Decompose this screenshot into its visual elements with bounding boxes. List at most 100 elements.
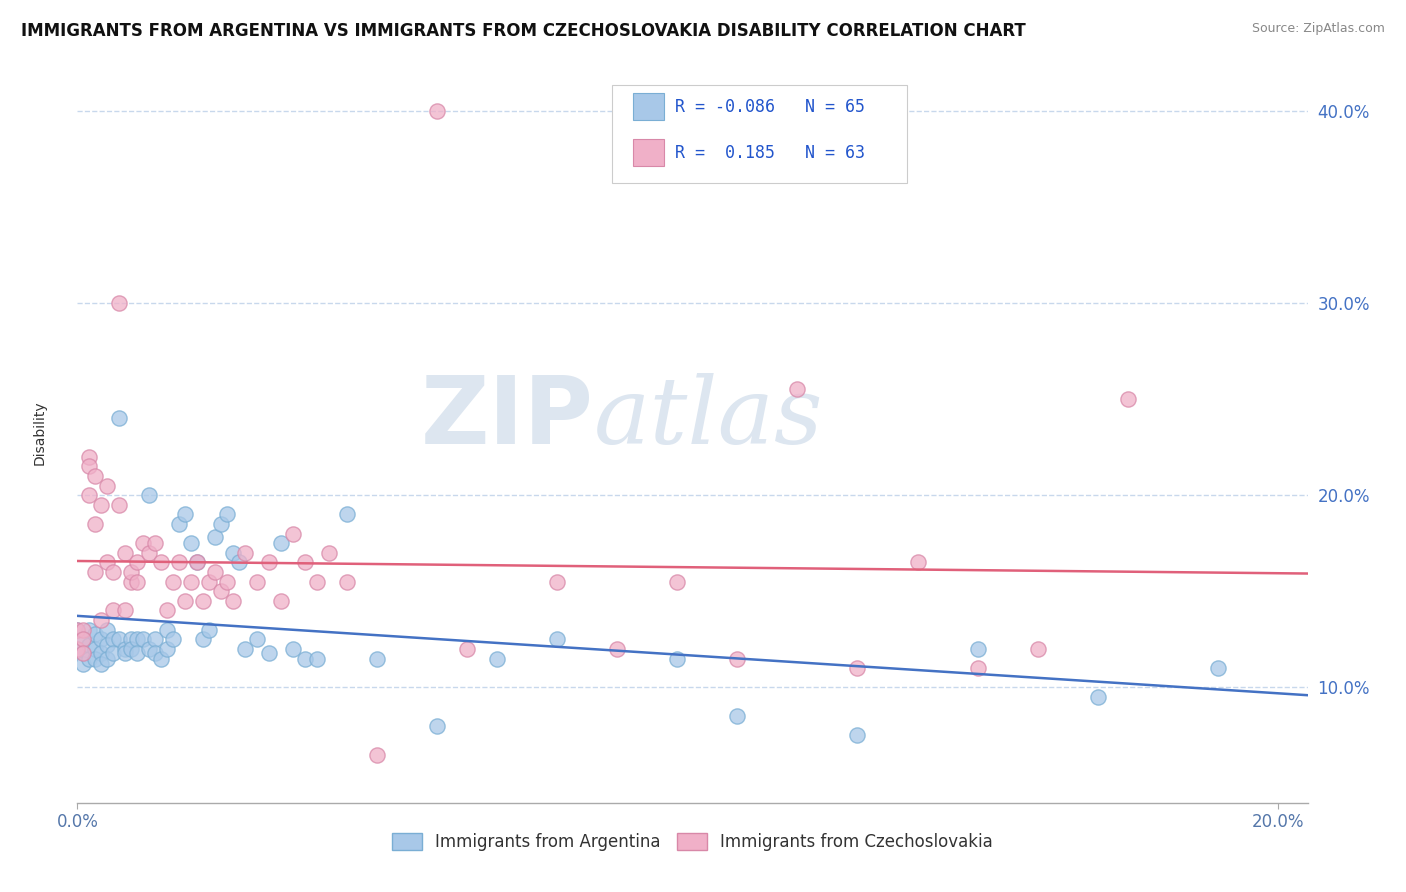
Point — [366, 651, 388, 665]
Point — [156, 623, 179, 637]
Point — [294, 556, 316, 570]
Point — [79, 488, 101, 502]
Point — [204, 565, 226, 579]
Point — [79, 623, 101, 637]
Point — [66, 642, 89, 657]
Point — [204, 530, 226, 544]
Point — [79, 450, 101, 464]
Point — [198, 623, 221, 637]
Point — [90, 646, 112, 660]
Point — [72, 632, 94, 647]
Point — [90, 613, 112, 627]
Point — [907, 556, 929, 570]
Point — [127, 556, 149, 570]
Point — [217, 508, 239, 522]
Point — [114, 646, 136, 660]
Point — [169, 516, 191, 531]
Point — [259, 556, 281, 570]
Point — [456, 642, 478, 657]
Point — [174, 508, 197, 522]
Point — [72, 623, 94, 637]
Point — [114, 642, 136, 657]
Point — [156, 642, 179, 657]
Point — [270, 594, 292, 608]
Point — [103, 632, 125, 647]
Point — [235, 546, 257, 560]
Point — [666, 651, 689, 665]
Point — [606, 642, 628, 657]
Point — [486, 651, 509, 665]
Point — [259, 646, 281, 660]
Point — [966, 642, 988, 657]
Point — [138, 642, 160, 657]
Point — [270, 536, 292, 550]
Point — [426, 103, 449, 118]
Point — [79, 459, 101, 474]
Point — [127, 646, 149, 660]
Point — [114, 546, 136, 560]
Point — [103, 646, 125, 660]
Point — [786, 382, 808, 396]
Text: Disability: Disability — [32, 401, 46, 465]
Point — [90, 657, 112, 672]
Point — [66, 642, 89, 657]
Point — [217, 574, 239, 589]
Point — [1087, 690, 1109, 704]
Point — [84, 642, 107, 657]
Text: atlas: atlas — [595, 373, 824, 463]
Point — [138, 488, 160, 502]
Point — [180, 536, 202, 550]
Text: IMMIGRANTS FROM ARGENTINA VS IMMIGRANTS FROM CZECHOSLOVAKIA DISABILITY CORRELATI: IMMIGRANTS FROM ARGENTINA VS IMMIGRANTS … — [21, 22, 1026, 40]
Point — [66, 623, 89, 637]
Point — [222, 546, 245, 560]
Point — [127, 632, 149, 647]
Point — [132, 536, 155, 550]
Point — [79, 651, 101, 665]
Point — [666, 574, 689, 589]
Point — [186, 556, 208, 570]
Point — [246, 574, 269, 589]
Point — [156, 603, 179, 617]
Point — [336, 574, 359, 589]
Point — [186, 556, 208, 570]
Text: Source: ZipAtlas.com: Source: ZipAtlas.com — [1251, 22, 1385, 36]
Point — [96, 556, 118, 570]
Point — [127, 574, 149, 589]
Point — [162, 574, 184, 589]
Point — [143, 536, 166, 550]
Point — [66, 623, 89, 637]
Point — [120, 565, 142, 579]
Point — [222, 594, 245, 608]
Point — [283, 642, 305, 657]
Text: R = -0.086   N = 65: R = -0.086 N = 65 — [675, 98, 865, 116]
Point — [72, 657, 94, 672]
Point — [72, 646, 94, 660]
Point — [294, 651, 316, 665]
Point — [143, 632, 166, 647]
Legend: Immigrants from Argentina, Immigrants from Czechoslovakia: Immigrants from Argentina, Immigrants fr… — [385, 826, 1000, 857]
Point — [108, 295, 131, 310]
Point — [209, 516, 232, 531]
Point — [96, 623, 118, 637]
Point — [120, 642, 142, 657]
Point — [546, 574, 568, 589]
Point — [79, 638, 101, 652]
Point — [132, 632, 155, 647]
Point — [169, 556, 191, 570]
Text: ZIP: ZIP — [422, 372, 595, 464]
Point — [108, 411, 131, 425]
Point — [966, 661, 988, 675]
Point — [90, 632, 112, 647]
Point — [198, 574, 221, 589]
Point — [228, 556, 250, 570]
Point — [150, 556, 173, 570]
Point — [96, 651, 118, 665]
Point — [84, 626, 107, 640]
Point — [114, 603, 136, 617]
Point — [96, 638, 118, 652]
Point — [727, 651, 749, 665]
Point — [174, 594, 197, 608]
Point — [1026, 642, 1049, 657]
Point — [96, 478, 118, 492]
Point — [103, 603, 125, 617]
